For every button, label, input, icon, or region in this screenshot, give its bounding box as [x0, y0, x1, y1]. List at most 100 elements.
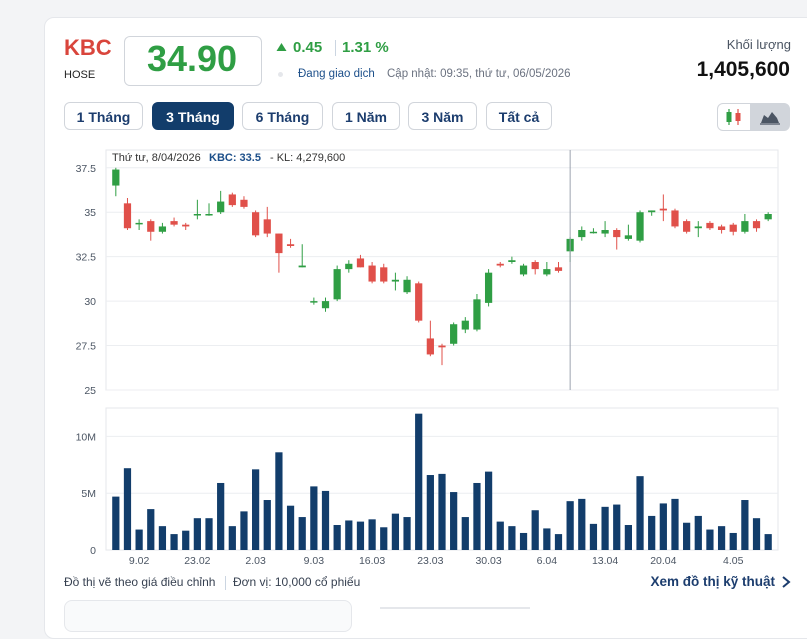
- candle-body: [415, 283, 423, 321]
- volume-bar: [135, 529, 143, 550]
- candle-body: [135, 222, 143, 225]
- candle-body: [298, 265, 306, 268]
- x-tick-label: 6.04: [537, 555, 558, 567]
- bottom-card: [64, 600, 352, 632]
- volume-bar: [333, 525, 341, 550]
- x-tick-label: 30.03: [475, 555, 501, 567]
- volume-value: 1,405,600: [696, 58, 790, 81]
- volume-bar: [683, 522, 691, 550]
- candle-body: [636, 212, 644, 241]
- candle-body: [228, 194, 236, 206]
- candlestick-chart-button[interactable]: [717, 103, 751, 131]
- volume-bar: [205, 518, 213, 550]
- bottom-divider: [380, 607, 530, 609]
- candle-body: [764, 214, 772, 220]
- volume-bar: [636, 476, 644, 550]
- volume-bar: [182, 530, 190, 550]
- update-time: Cập nhật: 09:35, thứ tư, 06/05/2026: [387, 68, 571, 80]
- volume-bar: [321, 490, 330, 550]
- price-tick-label: 30: [84, 296, 96, 308]
- candle-body: [601, 230, 609, 234]
- volume-bar: [578, 498, 586, 550]
- technical-chart-link[interactable]: Xem đồ thị kỹ thuật: [650, 574, 775, 589]
- price-tick-label: 27.5: [76, 341, 97, 353]
- candle-body: [671, 210, 679, 227]
- volume-bar: [484, 471, 493, 550]
- area-chart-button[interactable]: [750, 103, 790, 131]
- x-tick-label: 20.04: [650, 555, 676, 567]
- x-tick-label: 9.02: [129, 555, 150, 567]
- range-1-month-button[interactable]: 1 Tháng: [64, 102, 143, 130]
- unit-note: Đơn vị: 10,000 cổ phiếu: [233, 575, 361, 589]
- candle-body: [461, 320, 469, 330]
- candle-body: [158, 226, 167, 232]
- x-tick-label: 23.03: [417, 555, 443, 567]
- range-3-month-button[interactable]: 3 Tháng: [152, 102, 234, 130]
- note-separator: [225, 576, 226, 590]
- volume-bar: [473, 482, 481, 550]
- volume-bar: [671, 498, 679, 550]
- volume-bar: [613, 504, 621, 550]
- candle-body: [694, 226, 702, 229]
- status-dot-icon: [278, 72, 283, 77]
- volume-tick-label: 10M: [76, 431, 96, 443]
- range-3-year-button[interactable]: 3 Năm: [408, 102, 477, 130]
- candle-body: [752, 221, 761, 229]
- candle-body: [589, 231, 598, 234]
- candle-body: [648, 210, 656, 213]
- x-tick-label: 23.02: [184, 555, 210, 567]
- candle-body: [380, 267, 388, 282]
- tooltip-price: KBC: 33.5: [209, 152, 261, 164]
- range-all-button[interactable]: Tất cả: [486, 102, 552, 130]
- volume-bar: [461, 517, 469, 550]
- volume-bar: [589, 523, 598, 550]
- candle-body: [531, 262, 539, 270]
- volume-bar: [228, 526, 236, 550]
- volume-tick-label: 5M: [81, 488, 96, 500]
- volume-bar: [217, 482, 225, 550]
- volume-bar: [193, 518, 201, 550]
- tooltip-date: Thứ tư, 8/04/2026: [112, 152, 201, 164]
- volume-bar: [543, 528, 551, 550]
- candle-body: [554, 267, 563, 271]
- stock-chart[interactable]: 37.5 35 32.5 30 27.5 25 10M 5M 0 9.02 23.02 2.03 9.…: [60, 140, 780, 572]
- volume-bar: [298, 517, 306, 550]
- chevron-right-icon[interactable]: [781, 575, 791, 589]
- volume-tick-label: 0: [90, 545, 96, 557]
- candle-body: [252, 212, 260, 236]
- volume-bar: [659, 503, 667, 550]
- volume-bar: [345, 520, 353, 550]
- volume-bar: [112, 496, 120, 550]
- range-6-month-button[interactable]: 6 Tháng: [242, 102, 323, 130]
- volume-bar: [601, 506, 609, 550]
- volume-bar: [648, 515, 656, 550]
- candle-body: [496, 263, 504, 266]
- candle-body: [729, 224, 737, 232]
- candle-body: [473, 299, 481, 330]
- volume-bar: [123, 468, 132, 550]
- volume-bar: [403, 517, 411, 550]
- x-tick-label: 4.05: [723, 555, 744, 567]
- range-1-year-button[interactable]: 1 Năm: [332, 102, 400, 130]
- x-tick-label: 2.03: [245, 555, 266, 567]
- volume-bar: [391, 513, 400, 550]
- volume-bar: [624, 525, 632, 550]
- volume-bar: [752, 518, 761, 550]
- candle-body: [217, 201, 225, 213]
- volume-bar: [286, 505, 295, 550]
- volume-bar: [415, 413, 423, 550]
- candle-body: [345, 263, 353, 270]
- candle-body: [508, 260, 516, 262]
- volume-bar: [566, 501, 574, 550]
- candle-body: [683, 221, 691, 232]
- volume-bar: [426, 475, 434, 550]
- candle-body: [613, 230, 621, 238]
- volume-bar: [252, 469, 260, 550]
- candle-body: [659, 208, 667, 211]
- volume-bar: [380, 527, 388, 550]
- volume-bar: [147, 509, 155, 550]
- volume-bar: [356, 521, 365, 550]
- price-change-pct: 1.31 %: [342, 39, 389, 56]
- up-arrow-icon: [276, 43, 287, 51]
- candle-body: [391, 279, 400, 282]
